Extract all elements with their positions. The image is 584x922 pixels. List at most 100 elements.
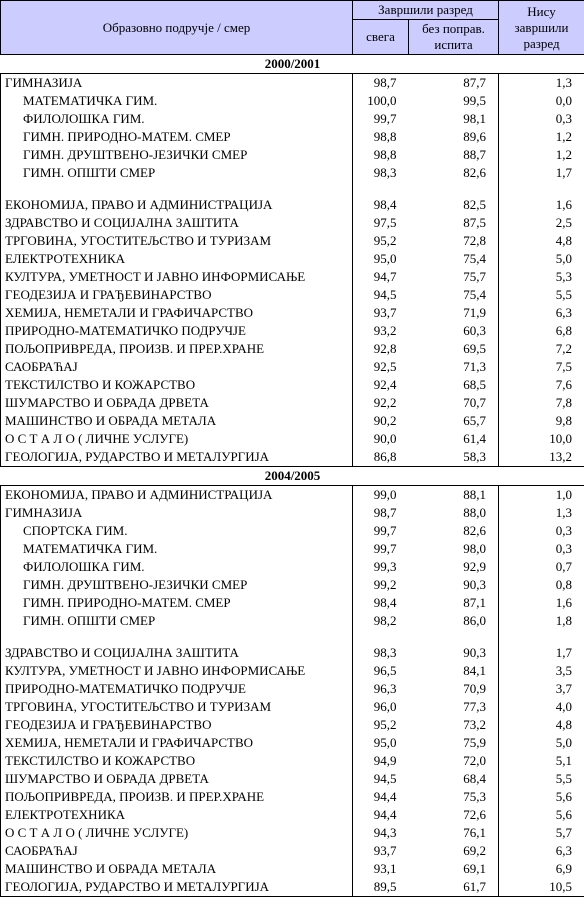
row-value: 1,8 xyxy=(499,612,584,630)
row-label: ГИМН. ДРУШТВЕНО-ЈЕЗИЧКИ СМЕР xyxy=(1,146,353,164)
row-label: ТРГОВИНА, УГОСТИТЕЉСТВО И ТУРИЗАМ xyxy=(1,232,353,250)
row-value: 75,4 xyxy=(409,250,499,268)
row-value: 72,8 xyxy=(409,232,499,250)
row-value: 94,5 xyxy=(353,286,409,304)
row-value: 6,3 xyxy=(499,842,584,860)
row-value: 4,8 xyxy=(499,716,584,734)
header-col1: свега xyxy=(353,20,409,55)
row-value: 69,1 xyxy=(409,860,499,878)
row-value: 13,2 xyxy=(499,448,584,467)
row-value: 4,0 xyxy=(499,698,584,716)
row-value: 96,3 xyxy=(353,680,409,698)
row-value: 82,5 xyxy=(409,196,499,214)
row-value: 60,3 xyxy=(409,322,499,340)
row-value: 3,7 xyxy=(499,680,584,698)
row-value: 92,8 xyxy=(353,340,409,358)
row-value: 98,8 xyxy=(353,128,409,146)
row-value: 94,4 xyxy=(353,788,409,806)
row-label: ПОЉОПРИВРЕДА, ПРОИЗВ. И ПРЕР.ХРАНЕ xyxy=(1,340,353,358)
row-value: 76,1 xyxy=(409,824,499,842)
row-label: ГИМН. ОПШТИ СМЕР xyxy=(1,612,353,630)
row-value: 1,6 xyxy=(499,196,584,214)
row-value: 98,1 xyxy=(409,110,499,128)
row-value: 5,6 xyxy=(499,806,584,824)
row-label: ГЕОЛОГИЈА, РУДАРСТВО И МЕТАЛУРГИЈА xyxy=(1,448,353,467)
row-value: 1,0 xyxy=(499,486,584,505)
row-value: 75,4 xyxy=(409,286,499,304)
row-value: 72,6 xyxy=(409,806,499,824)
row-value: 90,3 xyxy=(409,644,499,662)
row-label: ГЕОДЕЗИЈА И ГРАЂЕВИНАРСТВО xyxy=(1,716,353,734)
row-label: КУЛТУРА, УМЕТНОСТ И ЈАВНО ИНФОРМИСАЊЕ xyxy=(1,662,353,680)
table-body: 2000/2001ГИМНАЗИЈА98,787,71,3МАТЕМАТИЧКА… xyxy=(1,55,584,897)
row-label: ФИЛОЛОШКА ГИМ. xyxy=(1,558,353,576)
row-value: 1,3 xyxy=(499,74,584,93)
row-label: ГИМНАЗИЈА xyxy=(1,74,353,93)
row-value: 84,1 xyxy=(409,662,499,680)
row-value: 92,2 xyxy=(353,394,409,412)
row-label: САОБРАЋАЈ xyxy=(1,842,353,860)
row-value: 98,2 xyxy=(353,612,409,630)
section-title: 2004/2005 xyxy=(1,467,584,486)
row-label: ГИМН. ДРУШТВЕНО-ЈЕЗИЧКИ СМЕР xyxy=(1,576,353,594)
row-value: 98,3 xyxy=(353,644,409,662)
row-value: 0,8 xyxy=(499,576,584,594)
spacer-cell xyxy=(1,182,353,196)
row-value: 98,4 xyxy=(353,594,409,612)
row-value: 89,6 xyxy=(409,128,499,146)
row-value: 92,9 xyxy=(409,558,499,576)
row-value: 92,4 xyxy=(353,376,409,394)
row-value: 94,5 xyxy=(353,770,409,788)
table-header: Образовно подручје / смер Завршили разре… xyxy=(1,1,584,55)
row-value: 72,0 xyxy=(409,752,499,770)
row-label: О С Т А Л О ( ЛИЧНЕ УСЛУГЕ) xyxy=(1,430,353,448)
row-value: 82,6 xyxy=(409,522,499,540)
row-value: 95,0 xyxy=(353,734,409,752)
row-value: 99,3 xyxy=(353,558,409,576)
row-value: 61,4 xyxy=(409,430,499,448)
row-value: 94,9 xyxy=(353,752,409,770)
row-value: 88,7 xyxy=(409,146,499,164)
row-value: 98,0 xyxy=(409,540,499,558)
row-label: О С Т А Л О ( ЛИЧНЕ УСЛУГЕ) xyxy=(1,824,353,842)
row-value: 93,1 xyxy=(353,860,409,878)
row-label: ЗДРАВСТВО И СОЦИЈАЛНА ЗАШТИТА xyxy=(1,214,353,232)
row-value: 0,0 xyxy=(499,92,584,110)
row-value: 1,3 xyxy=(499,504,584,522)
row-value: 73,2 xyxy=(409,716,499,734)
row-label: ПРИРОДНО-МАТЕМАТИЧКО ПОДРУЧЈЕ xyxy=(1,322,353,340)
row-value: 86,8 xyxy=(353,448,409,467)
row-value: 88,0 xyxy=(409,504,499,522)
row-value: 5,7 xyxy=(499,824,584,842)
row-value: 5,0 xyxy=(499,734,584,752)
row-value: 99,7 xyxy=(353,110,409,128)
row-value: 75,3 xyxy=(409,788,499,806)
row-value: 95,2 xyxy=(353,716,409,734)
row-label: ХЕМИЈА, НЕМЕТАЛИ И ГРАФИЧАРСТВО xyxy=(1,734,353,752)
row-label: ХЕМИЈА, НЕМЕТАЛИ И ГРАФИЧАРСТВО xyxy=(1,304,353,322)
row-value: 5,3 xyxy=(499,268,584,286)
row-value: 4,8 xyxy=(499,232,584,250)
row-value: 93,7 xyxy=(353,842,409,860)
row-value: 88,1 xyxy=(409,486,499,505)
row-value: 9,8 xyxy=(499,412,584,430)
row-value: 10,0 xyxy=(499,430,584,448)
row-value: 6,3 xyxy=(499,304,584,322)
row-value: 6,8 xyxy=(499,322,584,340)
row-value: 3,5 xyxy=(499,662,584,680)
row-value: 90,3 xyxy=(409,576,499,594)
row-value: 5,6 xyxy=(499,788,584,806)
row-value: 99,2 xyxy=(353,576,409,594)
row-value: 0,3 xyxy=(499,522,584,540)
row-label: ПРИРОДНО-МАТЕМАТИЧКО ПОДРУЧЈЕ xyxy=(1,680,353,698)
row-value: 71,3 xyxy=(409,358,499,376)
row-label: ТЕКСТИЛСТВО И КОЖАРСТВО xyxy=(1,752,353,770)
row-label: МАШИНСТВО И ОБРАДА МЕТАЛА xyxy=(1,860,353,878)
row-value: 5,0 xyxy=(499,250,584,268)
row-label: МАШИНСТВО И ОБРАДА МЕТАЛА xyxy=(1,412,353,430)
row-label: ШУМАРСТВО И ОБРАДА ДРВЕТА xyxy=(1,770,353,788)
row-label: ФИЛОЛОШКА ГИМ. xyxy=(1,110,353,128)
row-value: 97,5 xyxy=(353,214,409,232)
row-value: 98,8 xyxy=(353,146,409,164)
row-value: 75,7 xyxy=(409,268,499,286)
